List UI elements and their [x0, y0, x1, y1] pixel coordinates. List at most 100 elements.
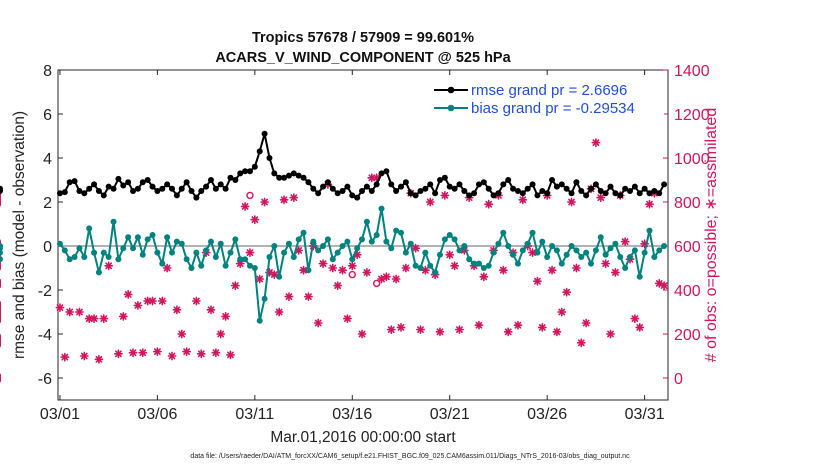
rmse-point — [510, 185, 517, 192]
bias-point — [120, 245, 127, 252]
bias-point — [490, 249, 497, 256]
rmse-point — [485, 185, 492, 192]
rmse-point — [661, 181, 668, 188]
rmse-point — [329, 185, 336, 192]
bias-point — [251, 265, 258, 271]
obs-assimilated-marker — [172, 305, 182, 315]
bias-point — [232, 236, 239, 243]
obs-assimilated-marker — [260, 197, 269, 207]
y2-tick-label: 400 — [674, 283, 701, 300]
rmse-point — [656, 190, 663, 197]
y-tick-label: -6 — [38, 371, 52, 388]
bias-point — [583, 249, 590, 256]
bias-point — [519, 247, 526, 254]
bias-point — [242, 256, 249, 263]
obs-possible-marker — [348, 270, 356, 279]
bias-point — [173, 238, 180, 245]
rmse-point — [500, 181, 507, 188]
bias-point — [417, 265, 424, 271]
bias-point — [471, 260, 478, 267]
obs-assimilated-marker — [221, 311, 231, 321]
rmse-point — [242, 168, 249, 175]
obs-assimilated-marker — [416, 325, 425, 335]
obs-assimilated-marker — [328, 263, 338, 273]
y2-tick-label: 1200 — [674, 107, 710, 124]
y2-axis-ticks: 1400 1200 1000 800 600 400 200 0 — [663, 63, 710, 388]
rmse-point — [436, 177, 443, 183]
rmse-point — [592, 181, 599, 188]
bias-point — [636, 273, 643, 280]
rmse-point — [475, 181, 482, 188]
y2-tick-label: 600 — [674, 239, 701, 256]
rmse-point — [368, 188, 375, 194]
y-tick-label: -4 — [38, 327, 52, 344]
rmse-point — [451, 185, 458, 192]
bias-point — [86, 225, 93, 232]
rmse-point — [305, 179, 312, 186]
rmse-point — [344, 183, 351, 190]
bias-point — [393, 227, 400, 234]
rmse-point — [471, 190, 478, 197]
rmse-point — [573, 179, 580, 186]
obs-assimilated-marker — [659, 281, 669, 291]
bias-point — [100, 249, 107, 256]
rmse-point — [519, 190, 526, 197]
x-tick-label: 03/21 — [430, 406, 470, 423]
rmse-point — [583, 192, 590, 199]
obs-assimilated-marker — [104, 261, 114, 271]
obs-assimilated-marker — [167, 351, 177, 361]
rmse-point — [359, 188, 366, 194]
x-tick-label: 03/06 — [137, 406, 177, 423]
rmse-point — [529, 181, 536, 188]
obs-assimilated-marker — [60, 352, 70, 362]
rmse-point — [61, 189, 68, 196]
rmse-point — [626, 188, 633, 194]
bias-point — [646, 227, 653, 234]
bias-point — [378, 205, 385, 212]
chart-title: Tropics 57678 / 57909 = 99.601% — [252, 30, 474, 46]
obs-assimilated-marker — [620, 237, 630, 246]
rmse-point — [466, 192, 473, 199]
bias-point — [588, 260, 595, 267]
x-tick-label: 03/31 — [625, 406, 665, 423]
rmse-point — [86, 185, 93, 192]
obs-assimilated-marker — [479, 272, 489, 282]
rmse-point — [193, 194, 200, 201]
rmse-point — [427, 181, 434, 188]
bias-point — [412, 262, 419, 269]
obs-assimilated-marker — [240, 202, 250, 211]
bias-point — [310, 238, 317, 245]
bias-point — [480, 265, 487, 271]
bias-point — [339, 243, 346, 249]
bias-point — [71, 254, 78, 260]
rmse-point — [100, 192, 107, 199]
bias-point — [422, 249, 429, 256]
rmse-point — [407, 190, 414, 197]
data-file-footnote: data file: /Users/raeder/DAI/ATM_forcXX/… — [190, 453, 630, 460]
obs-assimilated-marker — [386, 325, 396, 335]
y2-tick-label: 800 — [674, 195, 701, 212]
rmse-point — [0, 188, 3, 194]
rmse-point — [612, 190, 619, 197]
bias-point — [115, 256, 122, 263]
rmse-point — [198, 188, 205, 194]
bias-point — [344, 238, 351, 245]
rmse-point — [524, 185, 531, 192]
bias-point — [573, 247, 580, 254]
rmse-point — [237, 170, 244, 177]
bias-point — [222, 262, 229, 269]
obs-assimilated-marker — [381, 272, 391, 282]
obs-assimilated-marker — [206, 305, 216, 315]
rmse-point — [320, 183, 327, 190]
obs-assimilated-marker — [123, 289, 133, 299]
obs-assimilated-marker — [138, 348, 148, 358]
bias-point — [56, 240, 63, 247]
bias-point — [246, 262, 253, 269]
rmse-point — [563, 185, 570, 192]
obs-assimilated-marker — [518, 195, 528, 205]
bias-point — [602, 251, 609, 258]
obs-assimilated-marker — [94, 354, 104, 364]
bias-point — [510, 251, 517, 258]
obs-assimilated-marker — [191, 296, 201, 306]
